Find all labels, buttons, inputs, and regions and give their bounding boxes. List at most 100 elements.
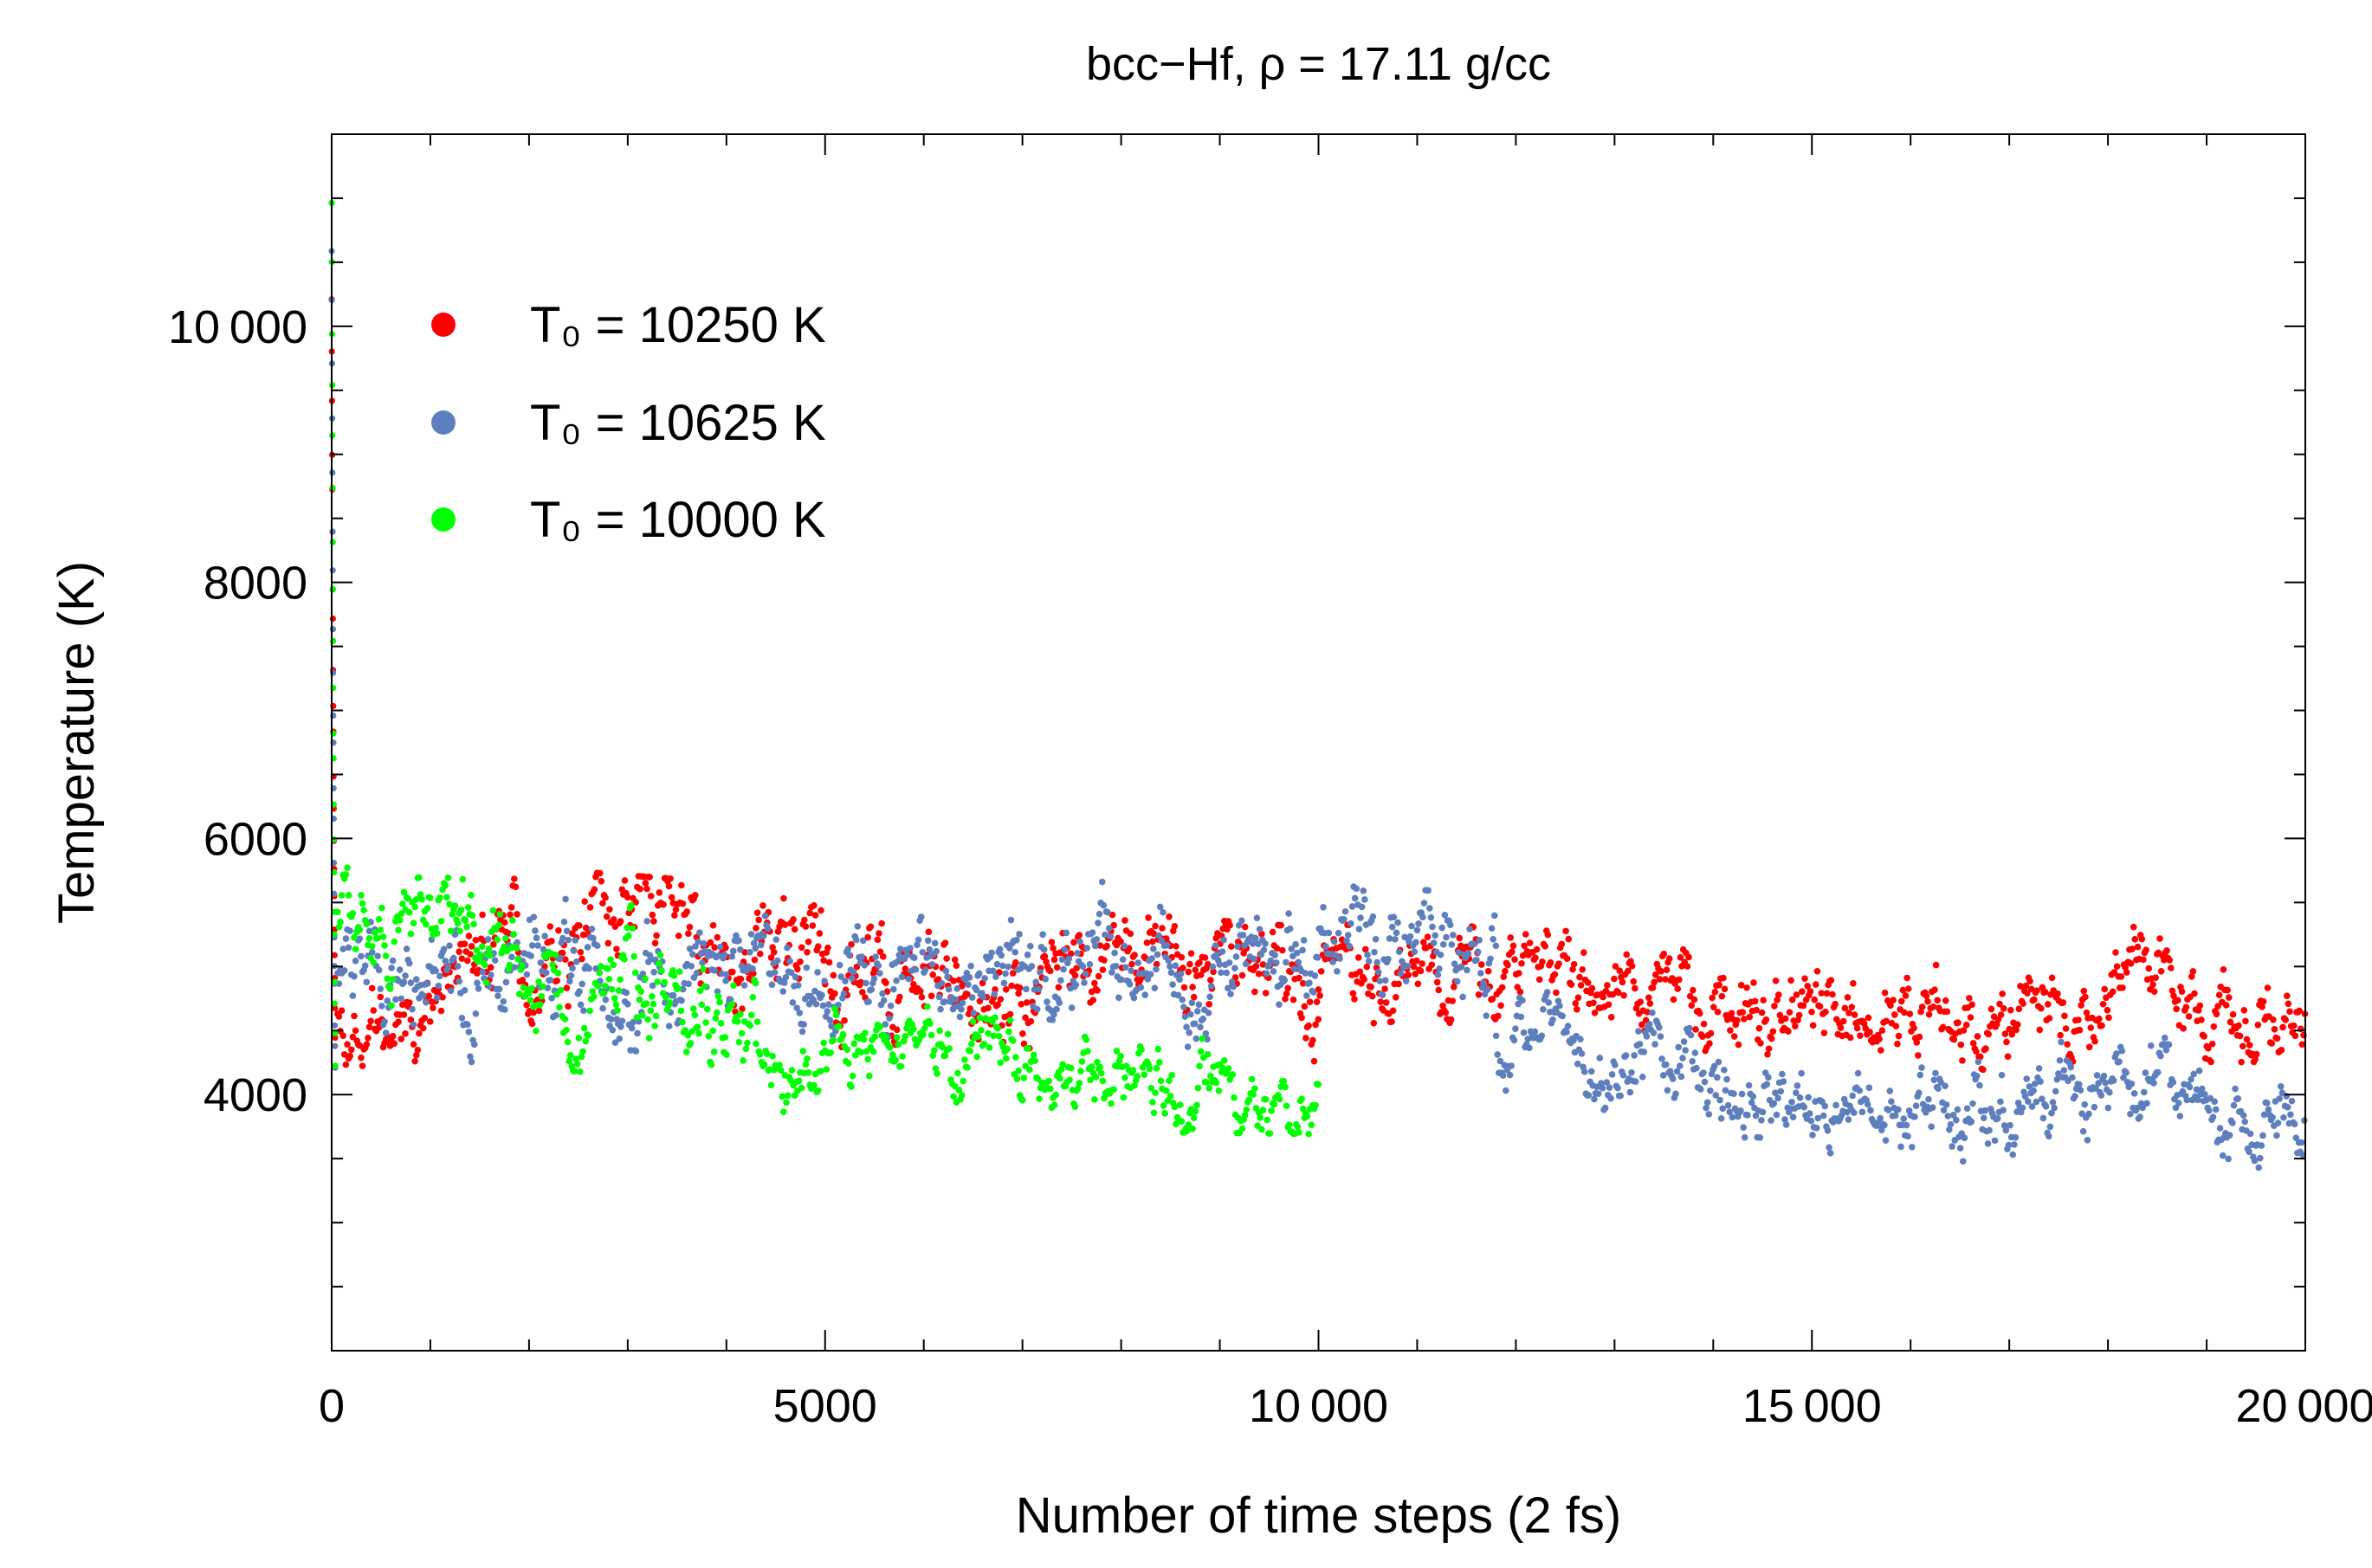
y-tick-label: 4000 (204, 1069, 307, 1121)
data-point (700, 939, 708, 947)
data-point (349, 910, 357, 917)
data-point (2205, 1045, 2212, 1052)
data-point (1932, 961, 1940, 969)
data-point (2225, 1155, 2232, 1163)
data-point (836, 961, 843, 969)
data-point (782, 974, 790, 981)
data-point (1212, 1079, 1220, 1087)
data-point (729, 947, 737, 955)
data-point (578, 955, 585, 963)
data-point (2161, 1034, 2168, 1042)
data-point (1690, 996, 1698, 1003)
data-point (733, 932, 740, 939)
data-point (994, 1025, 1001, 1032)
data-point (952, 996, 960, 1003)
data-point (1763, 1081, 1771, 1088)
data-point (1016, 984, 1024, 991)
x-tick-label: 15 000 (1742, 1380, 1882, 1432)
data-point (530, 913, 538, 920)
data-point (1858, 1108, 1866, 1116)
data-point (1320, 904, 1327, 911)
data-point (1296, 1129, 1302, 1136)
data-point (1415, 920, 1422, 927)
data-point (870, 975, 878, 983)
data-point (968, 994, 976, 1001)
data-point (1187, 1010, 1194, 1018)
data-point (2277, 1083, 2285, 1090)
data-point (479, 968, 487, 976)
data-point (515, 990, 523, 997)
data-point (830, 1036, 837, 1044)
data-point (879, 990, 886, 997)
data-point (1716, 1096, 1723, 1104)
data-point (361, 962, 369, 970)
data-point (685, 980, 692, 988)
data-point (944, 1030, 952, 1038)
data-point (1876, 1036, 1883, 1042)
data-point (889, 1051, 896, 1058)
data-point (823, 1066, 831, 1073)
data-point (1735, 1041, 1742, 1049)
data-point (1322, 956, 1329, 963)
data-point (1940, 1107, 1948, 1114)
data-point (2071, 1093, 2078, 1100)
data-point (377, 926, 385, 933)
data-point (1395, 980, 1402, 988)
data-point (1402, 978, 1410, 984)
data-point (2162, 1046, 2170, 1054)
data-point (1644, 1009, 1651, 1016)
data-point (882, 1021, 889, 1028)
data-point (1580, 949, 1587, 957)
data-point (696, 929, 703, 936)
data-point (1207, 983, 1215, 990)
data-point (1822, 1008, 1829, 1016)
data-point (1002, 1055, 1010, 1062)
data-point (687, 1040, 695, 1047)
data-point (1788, 996, 1796, 1003)
data-point (950, 1093, 957, 1100)
data-point (1022, 1014, 1029, 1022)
data-point (1890, 1011, 1898, 1018)
data-point (787, 969, 795, 977)
data-point (965, 1010, 973, 1017)
data-point (537, 959, 545, 966)
data-point (1533, 945, 1541, 953)
data-point (1207, 977, 1214, 984)
data-point (1392, 936, 1399, 943)
data-point (1916, 1071, 1924, 1079)
data-point (1153, 965, 1160, 973)
data-point (447, 987, 455, 995)
data-point (602, 996, 610, 1003)
data-point (1050, 1101, 1058, 1108)
data-point (1119, 956, 1127, 964)
data-point (1434, 971, 1442, 978)
data-point (820, 957, 827, 965)
data-point (1336, 955, 1343, 962)
data-point (865, 1072, 873, 1080)
data-point (495, 921, 502, 929)
data-point (1152, 922, 1159, 930)
data-point (1616, 967, 1624, 974)
data-point (894, 958, 902, 965)
data-point (1518, 959, 1525, 967)
data-point (1508, 1062, 1515, 1069)
data-point (2279, 1023, 2286, 1031)
data-point (1475, 990, 1483, 998)
data-point (863, 979, 869, 987)
data-point (896, 993, 903, 1001)
y-tick-label: 6000 (204, 813, 307, 865)
data-point (2273, 1132, 2280, 1139)
data-point (433, 930, 441, 937)
data-point (1113, 1048, 1121, 1055)
data-point (1160, 1102, 1167, 1109)
data-point (1512, 1025, 1519, 1032)
data-point (871, 1033, 878, 1041)
data-point (716, 944, 724, 951)
data-point (1545, 999, 1553, 1006)
data-point (1804, 983, 1812, 990)
data-point (572, 937, 579, 944)
data-point (975, 970, 983, 978)
data-point (1322, 943, 1329, 950)
data-point (2096, 1015, 2103, 1023)
data-point (857, 978, 865, 986)
